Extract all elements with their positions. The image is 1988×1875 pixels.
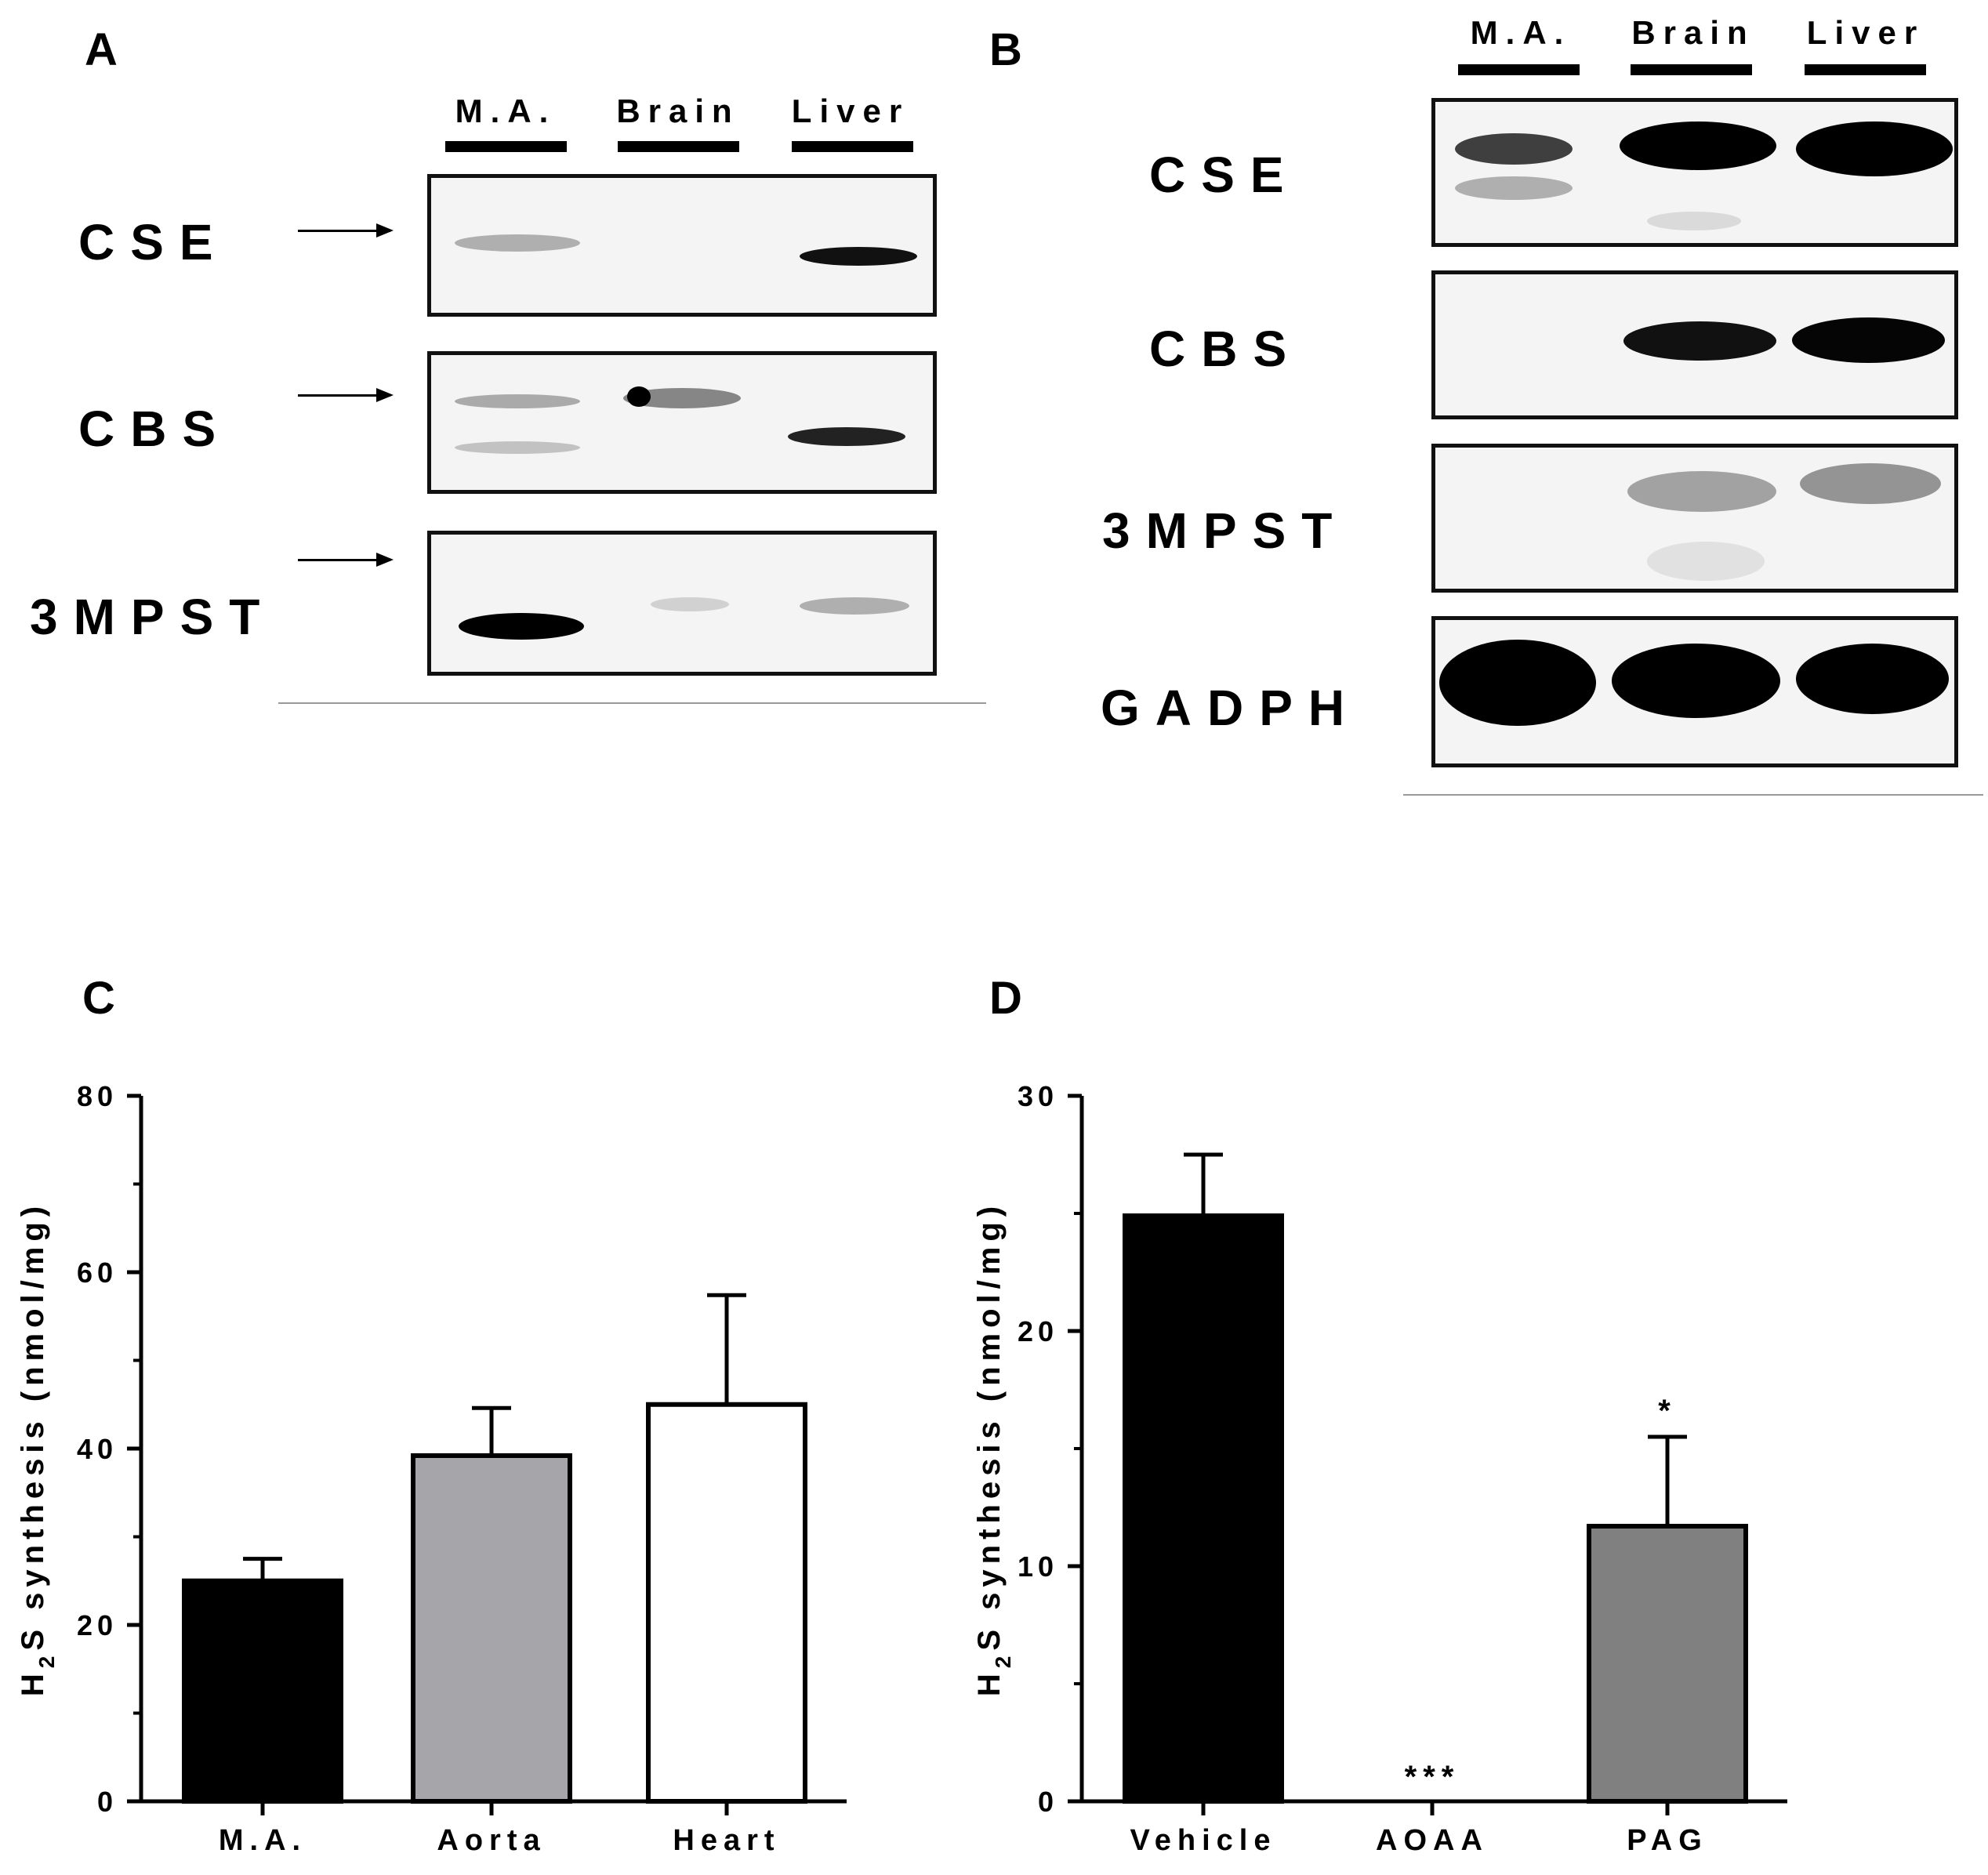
band — [455, 441, 580, 454]
bar — [646, 1402, 807, 1804]
panel-a-lane-label-liver: Liver — [791, 92, 910, 129]
panel-a-row-label-cse: CSE — [78, 214, 229, 270]
band — [1796, 121, 1953, 176]
panel-b-blot-cse — [1431, 98, 1958, 247]
panel-a-blot-3mpst — [427, 531, 937, 676]
significance-label: *** — [1405, 1760, 1460, 1794]
panel-a-letter: A — [85, 24, 118, 75]
band — [1647, 542, 1765, 581]
x-tick-label: Heart — [673, 1824, 780, 1857]
y-axis-label-part: S synthesis (nmol/mg) — [16, 1201, 50, 1651]
band — [1800, 463, 1941, 504]
chart-d: 0 10 20 30 H2S synthesis (nmol/mg) Vehicle AOA… — [972, 1080, 1787, 1857]
band — [1455, 176, 1573, 200]
panel-a-row-label-cbs: CBS — [78, 401, 232, 457]
panel-b-divider — [1403, 794, 1983, 796]
panel-b-blot-gadph — [1431, 616, 1958, 767]
x-tick-label: PAG — [1627, 1824, 1708, 1857]
panel-b-lane-bar-ma — [1458, 64, 1580, 75]
y-tick-label: 10 — [1018, 1550, 1058, 1583]
panel-a-lane-bar-brain — [618, 141, 739, 152]
x-tick-label: Vehicle — [1130, 1824, 1277, 1857]
band — [1612, 644, 1780, 718]
y-tick-label: 60 — [77, 1257, 118, 1289]
y-axis-label-subscript: 2 — [991, 1651, 1015, 1669]
y-axis-label-part: H — [972, 1668, 1007, 1696]
panel-b-lane-bar-liver — [1805, 64, 1926, 75]
panel-a-lane-bar-liver — [792, 141, 913, 152]
band — [1439, 640, 1596, 726]
panel-b-row-label-3mpst: 3MPST — [1102, 502, 1348, 559]
band — [651, 597, 729, 611]
bar — [411, 1453, 572, 1804]
panel-a-divider — [278, 702, 986, 704]
y-tick-label: 0 — [1038, 1786, 1058, 1818]
panel-b-lane-label-liver: Liver — [1806, 14, 1925, 51]
band — [1623, 321, 1776, 361]
significance-label: * — [1658, 1394, 1677, 1428]
band — [455, 234, 580, 252]
panel-c-letter: C — [82, 973, 115, 1024]
panel-a-lane-bar-ma — [445, 141, 567, 152]
x-tick-label: M.A. — [219, 1824, 307, 1857]
y-tick-label: 80 — [77, 1080, 118, 1112]
y-tick-label: 20 — [1018, 1315, 1058, 1347]
panel-a-arrow-3mpst — [298, 553, 394, 567]
y-tick-label: 30 — [1018, 1080, 1058, 1112]
panel-b-lane-bar-brain — [1631, 64, 1752, 75]
band — [1627, 471, 1776, 512]
panel-b-row-label-gadph: GADPH — [1101, 680, 1361, 736]
band — [1620, 121, 1776, 170]
band — [1647, 212, 1741, 230]
panel-b-blot-3mpst — [1431, 444, 1958, 593]
band — [455, 394, 580, 408]
x-tick-label: AOAA — [1376, 1824, 1489, 1857]
panel-b-row-label-cbs: CBS — [1149, 321, 1303, 377]
panel-a-arrow-cse — [298, 223, 394, 238]
panel-d-letter: D — [989, 973, 1022, 1024]
panel-b-letter: B — [989, 24, 1022, 75]
panel-a-lane-label-brain: Brain — [616, 92, 740, 129]
y-axis-label-part: S synthesis (nmol/mg) — [972, 1201, 1007, 1651]
band — [627, 386, 651, 407]
band — [459, 613, 584, 640]
x-tick-label: Aorta — [437, 1824, 546, 1857]
band — [1796, 644, 1949, 714]
y-tick-label: 40 — [77, 1433, 118, 1465]
bar — [1587, 1524, 1748, 1804]
panel-a-lane-label-ma: M.A. — [455, 92, 557, 129]
panel-a-blot-cbs — [427, 351, 937, 494]
y-tick-label: 20 — [77, 1609, 118, 1641]
y-axis-label: H2S synthesis (nmol/mg) — [16, 1201, 59, 1696]
panel-b-lane-label-ma: M.A. — [1470, 14, 1572, 51]
band — [800, 597, 909, 615]
bar — [1123, 1213, 1284, 1804]
y-axis-label-part: H — [16, 1668, 50, 1696]
chart-c: 0 20 40 60 80 H2S synthesis (nmol/mg) M.A. Aort… — [16, 1080, 847, 1857]
band — [800, 247, 917, 266]
panel-a-row-label-3mpst: 3MPST — [30, 589, 276, 645]
y-axis-label: H2S synthesis (nmol/mg) — [972, 1201, 1015, 1696]
band — [788, 427, 905, 446]
band — [1455, 133, 1573, 165]
panel-b-row-label-cse: CSE — [1149, 147, 1300, 203]
panel-a-blot-cse — [427, 174, 937, 317]
band — [1792, 317, 1945, 363]
panel-b-blot-cbs — [1431, 270, 1958, 419]
y-axis-label-subscript: 2 — [34, 1651, 59, 1669]
bar — [182, 1578, 343, 1804]
y-tick-label: 0 — [97, 1786, 118, 1818]
panel-a-arrow-cbs — [298, 388, 394, 402]
panel-b-lane-label-brain: Brain — [1631, 14, 1755, 51]
